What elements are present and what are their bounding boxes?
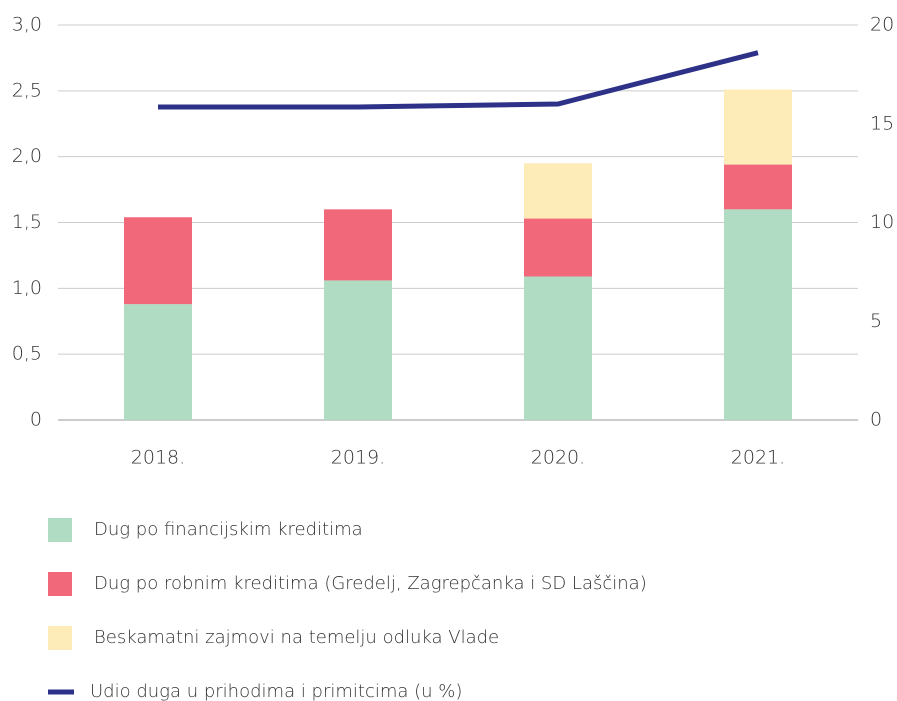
x-tick-label: 2020. — [531, 447, 585, 469]
bar-segment — [524, 163, 592, 219]
legend-label: Dug po financijskim kreditima — [94, 519, 363, 540]
x-tick-label: 2021. — [731, 447, 785, 469]
bar-segment — [524, 276, 592, 420]
bar-segment — [324, 209, 392, 281]
legend-label: Udio duga u prihodima i primitcima (u %) — [90, 681, 462, 701]
legend-swatch — [48, 518, 72, 542]
bar-segment — [524, 218, 592, 277]
y2-tick-label: 0 — [870, 409, 882, 431]
y-tick-label: 2,0 — [12, 145, 42, 167]
bar-segment — [124, 304, 192, 420]
y-tick-label: 2,5 — [12, 79, 42, 101]
legend-label: Beskamatni zajmovi na temelju odluka Vla… — [94, 627, 499, 648]
y2-tick-label: 20 — [870, 14, 894, 36]
bar-segment — [124, 217, 192, 305]
line-series — [158, 50, 759, 110]
y-tick-label: 0,5 — [12, 343, 42, 365]
legend-swatch — [48, 572, 72, 596]
legend-label: Dug po robnim kreditima (Gredelj, Zagrep… — [94, 573, 647, 594]
y-tick-label: 1,5 — [12, 211, 42, 233]
bar-segment — [324, 280, 392, 420]
y2-tick-label: 5 — [870, 310, 882, 332]
y-tick-label: 0 — [30, 409, 42, 431]
bar-segment — [724, 89, 792, 165]
legend-swatch — [48, 626, 72, 650]
y2-tick-label: 10 — [870, 211, 894, 233]
bar-segment — [724, 164, 792, 210]
x-tick-label: 2018. — [131, 447, 185, 469]
y-tick-label: 1,0 — [12, 277, 42, 299]
y2-tick-label: 15 — [870, 112, 894, 134]
x-tick-label: 2019. — [331, 447, 385, 469]
bar-segment — [724, 209, 792, 420]
y-tick-label: 3,0 — [12, 14, 42, 36]
